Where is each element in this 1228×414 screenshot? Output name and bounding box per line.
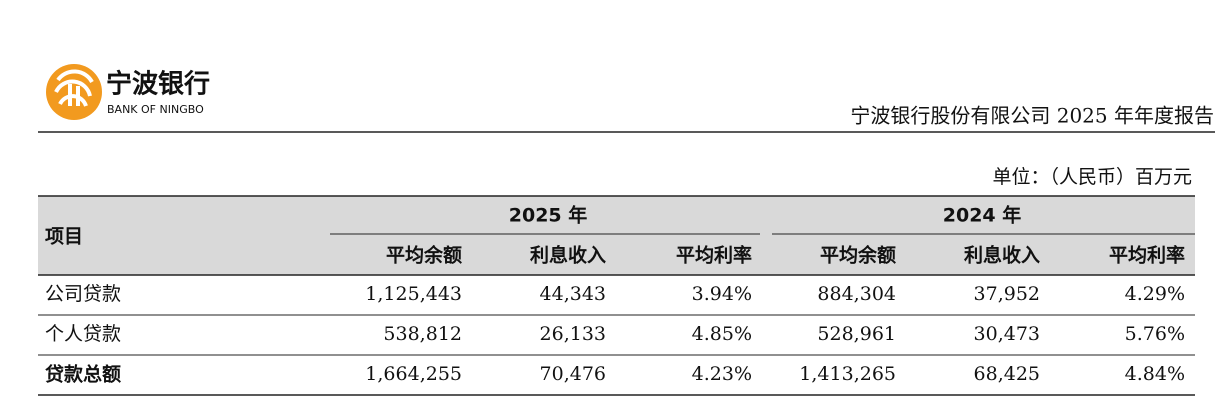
logo-name: 宁波银行 (106, 69, 210, 100)
cell: 1,413,265 (799, 363, 896, 385)
column-header: 平均余额 (820, 244, 896, 267)
cell: 1,664,255 (365, 363, 462, 385)
cell: 4.84% (1125, 363, 1185, 385)
column-header: 利息收入 (964, 244, 1040, 267)
column-header: 平均利率 (1109, 244, 1185, 267)
logo-subtitle: BANK OF NINGBO (107, 103, 204, 116)
group-header: 2025 年 (509, 204, 588, 227)
cell: 68,425 (974, 363, 1040, 385)
cell: 30,473 (974, 323, 1040, 345)
cell: 26,133 (540, 323, 606, 345)
table-header-bg (38, 196, 1195, 275)
column-header: 平均利率 (676, 244, 752, 267)
cell: 5.76% (1125, 323, 1185, 345)
cell: 528,961 (817, 323, 896, 345)
column-header: 利息收入 (530, 244, 606, 267)
unit: 单位：（人民币）百万元 (992, 166, 1192, 188)
report-title: 宁波银行股份有限公司 2025 年年度报告 (850, 104, 1214, 128)
cell: 4.29% (1125, 283, 1185, 305)
cell: 1,125,443 (365, 283, 462, 305)
item-header: 项目 (45, 226, 83, 248)
logo-pattern (54, 69, 94, 107)
cell: 44,343 (540, 283, 606, 305)
cell: 4.23% (692, 363, 752, 385)
row-label: 公司贷款 (45, 283, 121, 305)
cell: 3.94% (692, 283, 752, 305)
row-label: 贷款总额 (45, 363, 121, 386)
row-label: 个人贷款 (45, 323, 121, 345)
cell: 4.85% (692, 323, 752, 345)
column-header: 平均余额 (386, 244, 462, 267)
cell: 70,476 (540, 363, 606, 385)
cell: 37,952 (974, 283, 1040, 305)
cell: 884,304 (817, 283, 896, 305)
group-header: 2024 年 (943, 204, 1022, 227)
cell: 538,812 (383, 323, 462, 345)
logo: 宁波银行 BANK OF NINGBO (46, 64, 210, 120)
